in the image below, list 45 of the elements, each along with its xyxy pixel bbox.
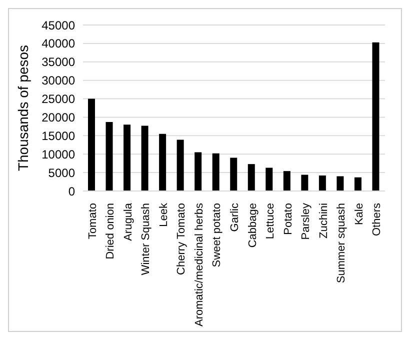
y-tick-label: 20000 bbox=[42, 110, 76, 124]
bar bbox=[159, 134, 166, 191]
bar bbox=[354, 177, 362, 191]
x-tick-label: Potato bbox=[282, 203, 294, 235]
bar bbox=[318, 176, 326, 191]
x-tick-label: Tomato bbox=[86, 203, 99, 240]
bar bbox=[230, 158, 238, 191]
x-tick-label: Arugula bbox=[122, 202, 134, 241]
x-tick-label: Dried onion bbox=[104, 203, 117, 260]
x-tick-label: Garlic bbox=[229, 202, 241, 232]
y-tick-label: 10000 bbox=[42, 147, 76, 162]
bar bbox=[266, 168, 273, 191]
y-tick-label: 15000 bbox=[42, 128, 76, 143]
y-tick-label: 40000 bbox=[42, 36, 76, 51]
bar bbox=[248, 164, 255, 191]
y-tick-label: 25000 bbox=[42, 92, 76, 106]
y-axis-title: Thousands of pesos bbox=[15, 44, 31, 172]
x-tick-label: Lettuce bbox=[264, 203, 277, 240]
x-tick-label: Sweet potato bbox=[211, 203, 224, 268]
y-tick-label: 45000 bbox=[42, 18, 76, 32]
x-tick-label: Cherry Tomato bbox=[176, 203, 188, 275]
x-tick-label: Kale bbox=[353, 203, 366, 226]
y-tick-label: 35000 bbox=[42, 55, 76, 70]
y-tick-label: 30000 bbox=[42, 74, 76, 88]
x-tick-label: Leek bbox=[158, 202, 170, 227]
bar bbox=[283, 171, 290, 191]
x-tick-label: Cabbage bbox=[246, 203, 259, 248]
x-tick-label: Zuchini bbox=[318, 203, 330, 238]
x-tick-label: Aromatic/medicinal herbs bbox=[193, 202, 206, 326]
bar bbox=[336, 176, 344, 191]
x-tick-label: Parsley bbox=[300, 202, 312, 240]
bar bbox=[88, 98, 95, 191]
y-tick-label: 0 bbox=[68, 184, 76, 198]
bar bbox=[141, 126, 148, 191]
bar bbox=[194, 152, 202, 191]
bar bbox=[124, 124, 131, 191]
bar bbox=[301, 174, 308, 191]
bar bbox=[212, 153, 220, 191]
x-tick-label: Others bbox=[371, 202, 384, 236]
bar bbox=[176, 140, 184, 191]
x-tick-label: Winter Squash bbox=[140, 203, 152, 276]
x-tick-label: Summer squash bbox=[336, 203, 348, 284]
bar bbox=[106, 122, 113, 191]
bar bbox=[372, 42, 380, 191]
y-tick-label: 5000 bbox=[48, 166, 76, 180]
